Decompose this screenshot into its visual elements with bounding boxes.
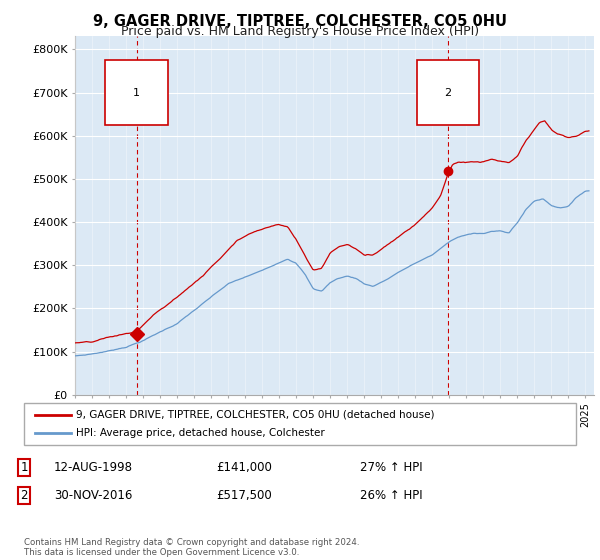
Text: HPI: Average price, detached house, Colchester: HPI: Average price, detached house, Colc… bbox=[76, 428, 325, 438]
Text: 12-AUG-1998: 12-AUG-1998 bbox=[54, 461, 133, 474]
Text: 9, GAGER DRIVE, TIPTREE, COLCHESTER, CO5 0HU: 9, GAGER DRIVE, TIPTREE, COLCHESTER, CO5… bbox=[93, 14, 507, 29]
Text: £517,500: £517,500 bbox=[216, 489, 272, 502]
FancyBboxPatch shape bbox=[24, 403, 576, 445]
Text: £141,000: £141,000 bbox=[216, 461, 272, 474]
Text: 2: 2 bbox=[445, 87, 452, 97]
Text: 1: 1 bbox=[20, 461, 28, 474]
Text: 30-NOV-2016: 30-NOV-2016 bbox=[54, 489, 133, 502]
Text: Price paid vs. HM Land Registry's House Price Index (HPI): Price paid vs. HM Land Registry's House … bbox=[121, 25, 479, 38]
Text: 9, GAGER DRIVE, TIPTREE, COLCHESTER, CO5 0HU (detached house): 9, GAGER DRIVE, TIPTREE, COLCHESTER, CO5… bbox=[76, 410, 435, 420]
Text: 26% ↑ HPI: 26% ↑ HPI bbox=[360, 489, 422, 502]
Text: 1: 1 bbox=[133, 87, 140, 97]
Text: Contains HM Land Registry data © Crown copyright and database right 2024.
This d: Contains HM Land Registry data © Crown c… bbox=[24, 538, 359, 557]
Text: 27% ↑ HPI: 27% ↑ HPI bbox=[360, 461, 422, 474]
Text: 2: 2 bbox=[20, 489, 28, 502]
